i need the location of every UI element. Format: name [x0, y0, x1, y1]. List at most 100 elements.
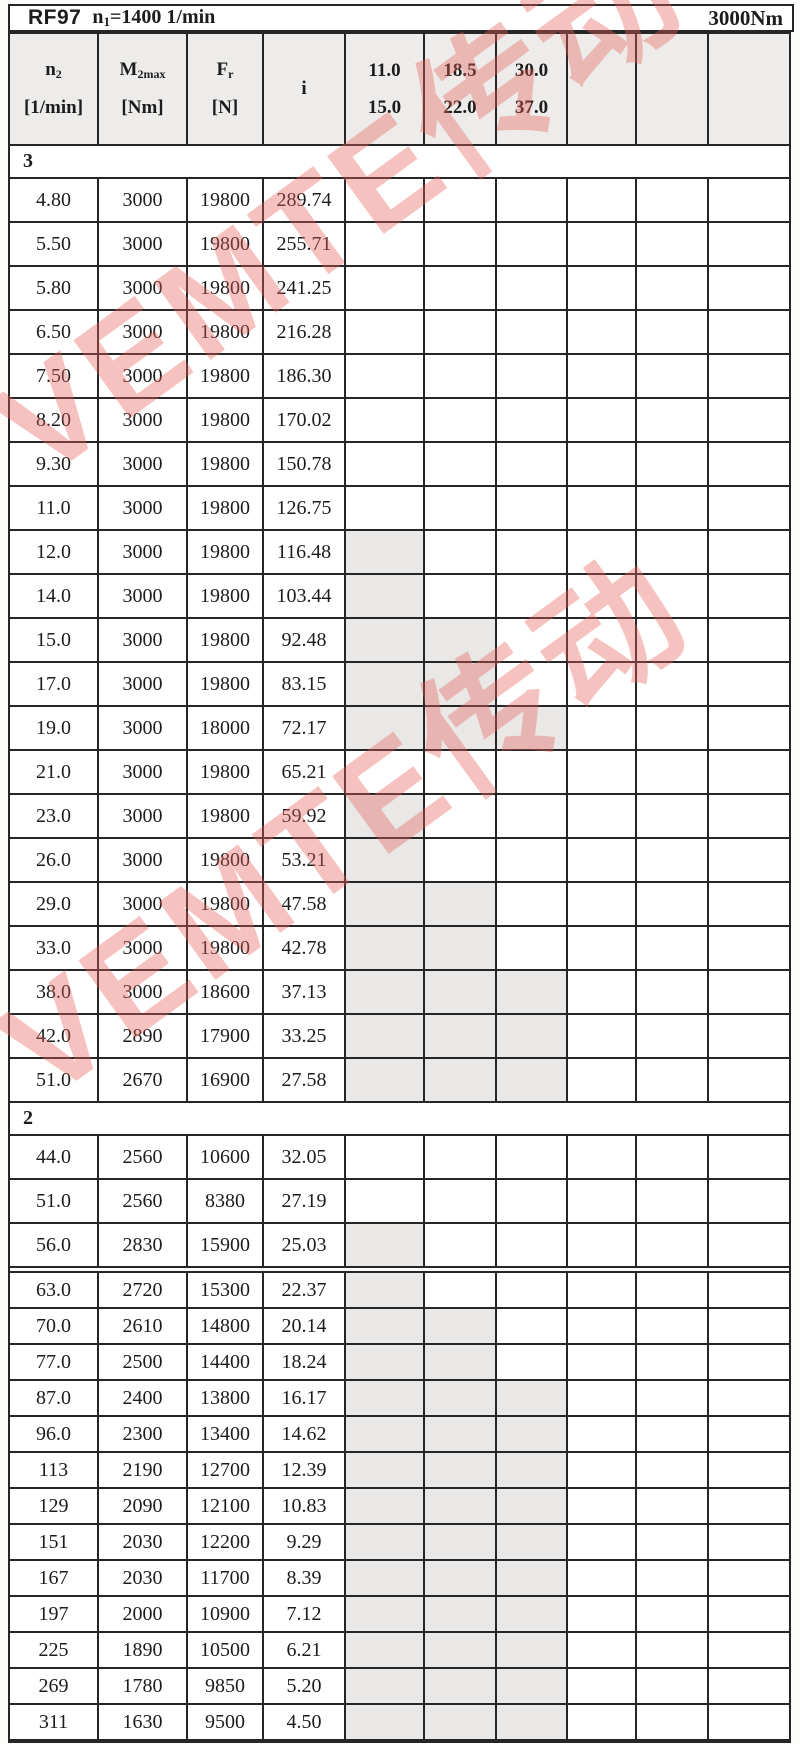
empty-cell — [637, 1705, 709, 1739]
fr-cell: 19800 — [188, 179, 264, 221]
data-row: 4.80 3000 19800 289.74 — [10, 179, 789, 223]
power-cell — [497, 1561, 568, 1595]
scan-seam — [10, 1268, 789, 1273]
power-cell — [425, 1224, 497, 1266]
power-cell — [497, 663, 568, 705]
power-cell — [497, 267, 568, 309]
data-row: 5.50 3000 19800 255.71 — [10, 223, 789, 267]
fr-cell: 14800 — [188, 1309, 264, 1343]
power-cell — [425, 1417, 497, 1451]
power-cell — [425, 355, 497, 397]
fr-cell: 9850 — [188, 1669, 264, 1703]
gearbox-model-label: RF97 — [28, 6, 82, 29]
power-cell — [346, 1224, 425, 1266]
power-cell — [346, 399, 425, 441]
m2max-cell: 3000 — [99, 531, 188, 573]
power-cell — [425, 1345, 497, 1379]
empty-cell — [568, 1224, 637, 1266]
fr-cell: 19800 — [188, 751, 264, 793]
fr-cell: 12100 — [188, 1489, 264, 1523]
empty-cell — [637, 531, 709, 573]
empty-cell — [568, 795, 637, 837]
power-cell — [425, 1273, 497, 1307]
power-cell — [497, 1059, 568, 1101]
power-cell — [497, 1381, 568, 1415]
empty-cell — [709, 223, 789, 265]
ratio-cell: 59.92 — [264, 795, 346, 837]
ratio-cell: 53.21 — [264, 839, 346, 881]
n2-cell: 113 — [10, 1453, 99, 1487]
power-cell — [497, 355, 568, 397]
power-cell — [497, 443, 568, 485]
m2max-cell: 2300 — [99, 1417, 188, 1451]
empty-cell — [709, 927, 789, 969]
empty-cell — [709, 355, 789, 397]
n2-cell: 96.0 — [10, 1417, 99, 1451]
power-cell — [497, 487, 568, 529]
m2max-cell: 3000 — [99, 663, 188, 705]
n2-cell: 11.0 — [10, 487, 99, 529]
empty-cell — [568, 1180, 637, 1222]
m2max-cell: 2670 — [99, 1059, 188, 1101]
data-row: 96.0 2300 13400 14.62 — [10, 1417, 789, 1453]
power-cell — [425, 751, 497, 793]
empty-cell — [637, 619, 709, 661]
empty-cell — [637, 839, 709, 881]
empty-cell — [709, 1381, 789, 1415]
power-cell — [497, 839, 568, 881]
power-cell — [497, 707, 568, 749]
power-cell — [425, 1705, 497, 1739]
power-cell — [346, 1633, 425, 1667]
power-cell — [425, 1015, 497, 1057]
m2max-cell: 3000 — [99, 399, 188, 441]
power-cell — [346, 927, 425, 969]
ratio-cell: 7.12 — [264, 1597, 346, 1631]
ratio-cell: 83.15 — [264, 663, 346, 705]
ratio-cell: 6.21 — [264, 1633, 346, 1667]
empty-cell — [637, 971, 709, 1013]
power-cell — [425, 1597, 497, 1631]
empty-cell — [637, 1669, 709, 1703]
ratio-cell: 33.25 — [264, 1015, 346, 1057]
empty-cell — [637, 1273, 709, 1307]
n2-cell: 23.0 — [10, 795, 99, 837]
power-cell — [346, 619, 425, 661]
power-cell — [497, 795, 568, 837]
fr-cell: 18600 — [188, 971, 264, 1013]
power-cell — [425, 707, 497, 749]
ratio-cell: 289.74 — [264, 179, 346, 221]
n2-cell: 311 — [10, 1705, 99, 1739]
power-cell — [425, 1136, 497, 1178]
m2max-cell: 2000 — [99, 1597, 188, 1631]
ratio-cell: 65.21 — [264, 751, 346, 793]
power-cell — [346, 839, 425, 881]
empty-cell — [568, 1705, 637, 1739]
power-cell — [497, 575, 568, 617]
empty-cell — [709, 1273, 789, 1307]
power-cell — [346, 1136, 425, 1178]
power-cell — [346, 1015, 425, 1057]
power-cell — [346, 751, 425, 793]
empty-cell — [709, 1059, 789, 1101]
m2max-cell: 3000 — [99, 487, 188, 529]
n2-cell: 225 — [10, 1633, 99, 1667]
n2-cell: 26.0 — [10, 839, 99, 881]
power-cell — [425, 1633, 497, 1667]
max-torque-label: 3000Nm — [708, 5, 783, 30]
power-cell — [497, 311, 568, 353]
data-row: 63.0 2720 15300 22.37 — [10, 1273, 789, 1309]
fr-cell: 10600 — [188, 1136, 264, 1178]
power-cell — [346, 1059, 425, 1101]
empty-cell — [709, 1309, 789, 1343]
empty-cell — [568, 663, 637, 705]
empty-cell — [637, 927, 709, 969]
empty-cell — [637, 1489, 709, 1523]
power-cell — [346, 487, 425, 529]
empty-cell — [568, 1059, 637, 1101]
power-cell — [425, 663, 497, 705]
power-cell — [497, 751, 568, 793]
m2max-cell: 3000 — [99, 619, 188, 661]
m2max-cell: 2400 — [99, 1381, 188, 1415]
header-power-1: 11.0 15.0 — [346, 34, 425, 144]
empty-cell — [568, 1309, 637, 1343]
